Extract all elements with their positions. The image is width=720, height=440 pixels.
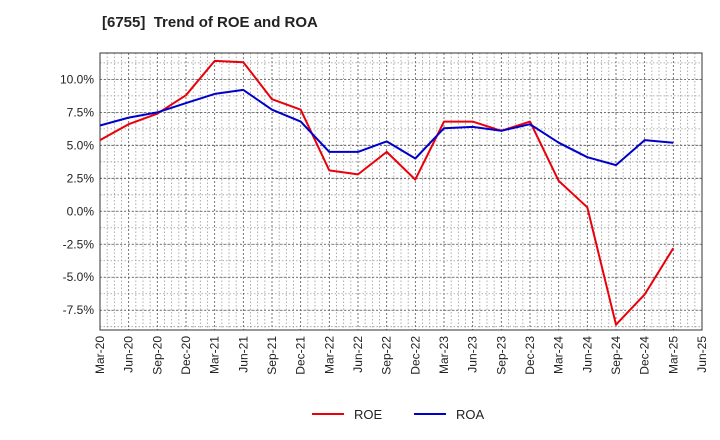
x-tick-label: Mar-25 [666,336,680,374]
chart-title: [6755] Trend of ROE and ROA [102,14,318,31]
series-line-roa [99,88,674,167]
y-tick-label: -7.5% [63,303,95,317]
x-tick-label: Mar-22 [322,336,336,374]
x-tick-label: Jun-25 [695,336,709,373]
legend-label-roa: ROA [456,407,485,422]
y-tick-label: 0.0% [67,204,95,218]
x-tick-label: Dec-23 [523,336,537,375]
x-tick-label: Sep-22 [380,336,394,375]
y-tick-label: -5.0% [63,270,95,284]
series-line-roe [99,59,675,326]
x-tick-label: Sep-23 [494,336,508,375]
x-tick-label: Mar-20 [93,336,107,374]
x-tick-label: Mar-21 [208,336,222,374]
x-tick-label: Sep-20 [150,336,164,375]
x-tick-label: Mar-23 [437,336,451,374]
x-tick-label: Sep-21 [265,336,279,375]
y-tick-label: 10.0% [60,72,94,86]
y-tick-label: 5.0% [67,138,95,152]
x-tick-label: Jun-20 [122,336,136,373]
x-tick-label: Dec-20 [179,336,193,375]
plot-frame [99,52,703,331]
x-tick-label: Jun-22 [351,336,365,373]
x-tick-label: Jun-24 [580,336,594,373]
y-tick-label: 7.5% [67,105,95,119]
legend-label-roe: ROE [354,407,383,422]
x-tick-label: Mar-24 [552,336,566,374]
y-tick-label: -2.5% [63,237,95,251]
x-tick-label: Sep-24 [609,336,623,375]
x-tick-label: Jun-23 [466,336,480,373]
x-tick-label: Dec-24 [638,336,652,375]
x-tick-label: Dec-21 [294,336,308,375]
x-tick-label: Dec-22 [408,336,422,375]
x-tick-label: Jun-21 [236,336,250,373]
y-tick-label: 2.5% [67,171,95,185]
